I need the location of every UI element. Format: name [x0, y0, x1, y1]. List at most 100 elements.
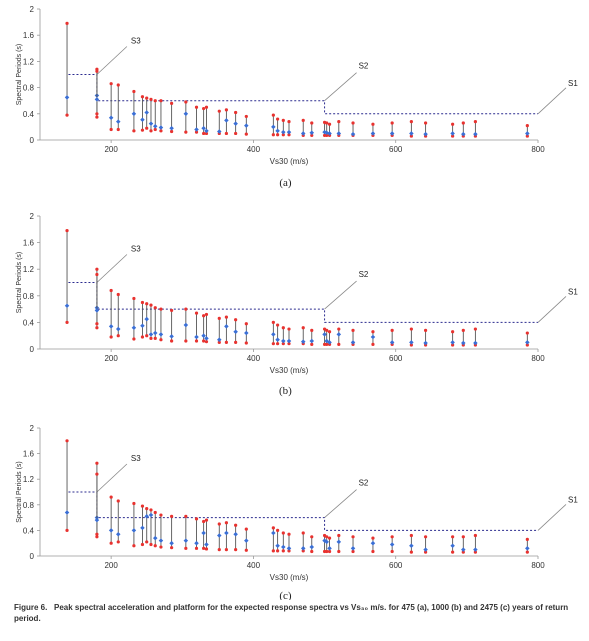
- max-point: [371, 330, 375, 334]
- max-point: [153, 306, 157, 310]
- min-point: [371, 342, 375, 346]
- min-point: [204, 131, 209, 136]
- mean-point: [233, 329, 238, 334]
- min-point: [461, 550, 465, 554]
- mean-point: [271, 332, 276, 337]
- mean-point: [64, 303, 70, 309]
- min-point: [140, 335, 145, 339]
- site-s1-label: S1: [568, 79, 578, 88]
- y-tick-label: 0.8: [23, 292, 35, 301]
- min-point: [525, 550, 529, 554]
- max-point: [244, 322, 248, 326]
- max-point: [327, 536, 332, 540]
- max-point: [109, 288, 113, 293]
- max-point: [310, 328, 314, 332]
- max-point: [325, 121, 329, 125]
- site-s3-label: S3: [131, 37, 141, 46]
- min-point: [224, 340, 228, 344]
- x-tick-label: 200: [104, 354, 118, 363]
- mean-point: [350, 546, 356, 551]
- mean-point: [275, 337, 280, 342]
- mean-point: [233, 121, 238, 126]
- mean-point: [204, 542, 209, 547]
- max-point: [95, 461, 99, 465]
- mean-point: [131, 111, 137, 117]
- max-point: [202, 106, 206, 111]
- mean-point: [275, 128, 280, 134]
- min-point: [194, 339, 199, 343]
- chart-panel-a: 0 0.4 0.8 1.2 1.6 2 200 400 600 800 Spectral Perio…: [16, 5, 578, 189]
- mean-point: [94, 517, 100, 523]
- max-point: [423, 328, 428, 332]
- max-point: [217, 109, 221, 113]
- min-point: [281, 342, 285, 346]
- mean-point: [131, 528, 137, 533]
- y-tick-label: 1.2: [23, 57, 35, 66]
- mean-point: [140, 117, 145, 122]
- min-point: [234, 131, 238, 136]
- max-point: [301, 326, 305, 330]
- mean-point: [217, 533, 222, 538]
- min-point: [95, 535, 99, 539]
- mean-point: [370, 540, 376, 546]
- min-point: [371, 549, 375, 554]
- mean-point: [224, 324, 229, 329]
- max-point: [409, 120, 413, 124]
- mean-point: [286, 338, 292, 344]
- max-point: [132, 89, 136, 94]
- mean-point: [64, 510, 70, 515]
- site-s2-leader: [324, 280, 357, 310]
- x-tick-label: 200: [104, 145, 118, 154]
- y-axis-label: Spectral Periods (s): [16, 252, 23, 313]
- min-point: [287, 342, 291, 346]
- max-point: [525, 537, 529, 541]
- max-point: [234, 523, 238, 527]
- max-point: [95, 472, 99, 476]
- max-point: [423, 121, 428, 125]
- mean-point: [309, 338, 315, 344]
- site-s1-leader: [537, 504, 567, 531]
- mean-point: [389, 542, 395, 547]
- y-tick-label: 2: [30, 212, 35, 221]
- max-point: [202, 314, 206, 318]
- min-point: [132, 337, 136, 341]
- min-point: [281, 133, 285, 137]
- mean-point: [286, 546, 292, 551]
- mean-point: [336, 332, 342, 337]
- min-point: [217, 548, 221, 552]
- mean-point: [224, 530, 229, 536]
- min-point: [234, 340, 238, 344]
- mean-point: [286, 129, 292, 135]
- platform-line: [68, 74, 538, 115]
- mean-point: [281, 544, 286, 550]
- min-point: [276, 342, 280, 346]
- max-point: [276, 323, 280, 327]
- mean-point: [322, 332, 327, 337]
- mean-point: [309, 130, 315, 136]
- mean-point: [300, 131, 306, 136]
- y-tick-label: 0.4: [23, 318, 35, 327]
- max-point: [65, 439, 69, 443]
- min-point: [325, 133, 329, 138]
- site-s3-leader: [96, 46, 128, 75]
- min-point: [65, 528, 69, 533]
- min-point: [159, 545, 163, 549]
- site-s3-leader: [96, 254, 128, 283]
- mean-point: [233, 531, 238, 537]
- max-point: [325, 535, 329, 539]
- max-point: [390, 328, 394, 332]
- site-s3-label: S3: [131, 245, 141, 254]
- max-point: [461, 121, 465, 125]
- max-point: [351, 121, 355, 125]
- panel-label: (b): [279, 385, 292, 397]
- min-point: [145, 540, 149, 544]
- max-point: [95, 69, 99, 73]
- x-tick-label: 800: [531, 561, 545, 570]
- max-point: [95, 272, 99, 277]
- min-point: [423, 550, 428, 554]
- min-point: [409, 550, 413, 554]
- min-point: [184, 339, 188, 343]
- max-point: [184, 307, 188, 311]
- mean-point: [450, 543, 455, 549]
- max-point: [276, 117, 280, 121]
